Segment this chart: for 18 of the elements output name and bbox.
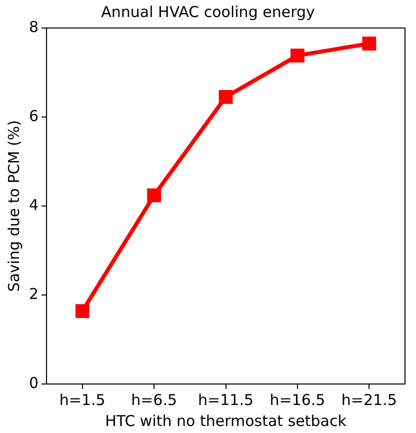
- y-tick-label: 2: [28, 284, 39, 303]
- x-axis-title: HTC with no thermostat setback: [105, 412, 347, 430]
- point: [75, 304, 90, 318]
- x-tick-label: h=16.5: [270, 390, 326, 409]
- x-tick-label: h=6.5: [131, 390, 178, 409]
- point: [362, 36, 376, 51]
- y-tick-label: 6: [28, 106, 39, 125]
- point: [218, 90, 233, 104]
- chart-title: Annual HVAC cooling energy: [101, 2, 315, 21]
- x-tick-label: h=21.5: [341, 390, 397, 409]
- point: [290, 48, 304, 63]
- y-tick-label: 8: [28, 18, 39, 36]
- x-tick-label: h=11.5: [198, 390, 254, 409]
- x-tick-label: h=1.5: [59, 390, 106, 409]
- point: [147, 188, 162, 202]
- y-tick-label: 0: [28, 374, 39, 392]
- y-tick-label: 4: [28, 196, 39, 214]
- y-axis-title: Saving due to PCM (%): [4, 120, 23, 292]
